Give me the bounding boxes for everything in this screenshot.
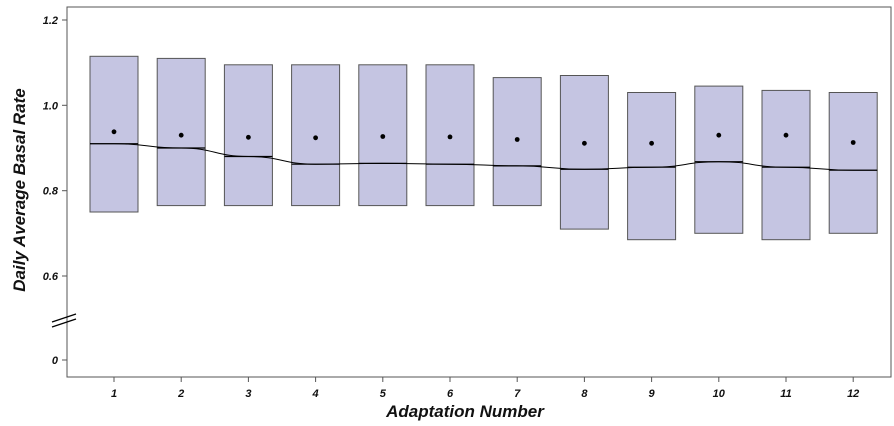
x-tick-label: 4 [312, 388, 319, 400]
mean-point [111, 129, 117, 135]
x-tick-label: 5 [380, 388, 387, 400]
x-tick-label: 8 [581, 388, 588, 400]
x-tick-label: 7 [514, 388, 521, 400]
mean-points [111, 129, 856, 146]
box-series [89, 55, 878, 241]
mean-point [246, 134, 251, 140]
axis-break-marker [51, 313, 77, 328]
x-axis-title: Adaptation Number [385, 402, 545, 421]
y-tick-label: 0 [52, 355, 59, 367]
mean-point [582, 140, 587, 146]
mean-point [447, 134, 453, 140]
x-tick-label: 10 [713, 388, 726, 400]
mean-point [380, 134, 386, 139]
box [291, 64, 341, 207]
mean-point [783, 132, 789, 138]
mean-point [514, 137, 520, 142]
plot-frame [66, 6, 892, 378]
box [156, 57, 206, 207]
y-tick-label: 0.8 [43, 186, 59, 198]
x-tick-label: 3 [245, 388, 251, 400]
x-tick-label: 6 [447, 388, 454, 400]
box [89, 55, 139, 213]
median-line-group [90, 143, 878, 171]
y-tick-label: 0.6 [43, 271, 59, 283]
x-tick-label: 2 [177, 388, 184, 400]
y-tick-label: 1.0 [43, 100, 59, 112]
mean-point [649, 140, 654, 146]
mean-point [850, 140, 856, 145]
x-tick-label: 11 [780, 388, 791, 400]
mean-point [313, 135, 318, 141]
box [559, 75, 609, 230]
mean-point [178, 132, 184, 138]
box [761, 89, 811, 241]
x-tick-label: 12 [847, 388, 859, 400]
y-axis: 0 0.6 0.8 1.0 1.2 [43, 15, 67, 367]
x-tick-label: 9 [649, 388, 656, 400]
x-tick-label: 1 [111, 388, 117, 400]
box [694, 85, 744, 234]
mean-point [716, 132, 722, 138]
y-axis-title: Daily Average Basal Rate [10, 88, 29, 291]
x-axis: 1 2 3 4 5 6 7 8 9 10 11 12 [111, 377, 859, 400]
box [828, 92, 878, 234]
median-line [90, 143, 878, 171]
y-tick-label: 1.2 [43, 15, 58, 27]
